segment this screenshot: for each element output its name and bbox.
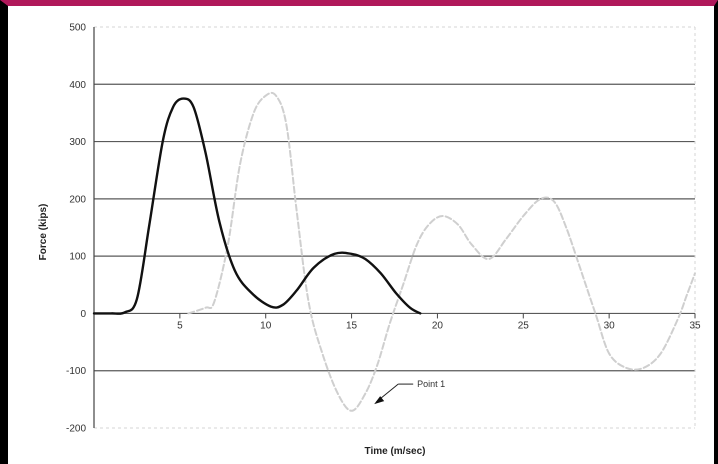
y-tick-label: 0 [80,309,86,320]
x-axis-title: Time (m/sec) [365,446,426,457]
y-tick-label: -100 [66,366,86,377]
x-tick-label: 30 [604,320,616,331]
series-layer [92,91,696,412]
series-line-solid-black [92,97,422,315]
annotation-layer: Point 1 [374,379,445,405]
series-line-dashed-gray [187,91,696,412]
y-tick-label: 500 [69,23,86,34]
x-tick-labels: 5 10 15 20 25 30 35 [177,313,701,331]
y-tick-label: 400 [69,80,86,91]
x-tick-label: 20 [432,320,444,331]
y-tick-labels: -200 -100 0 100 200 300 400 500 [66,23,86,435]
annotation-arrowhead [374,396,385,405]
y-tick-label: 100 [69,252,86,263]
y-tick-label: 200 [69,194,86,205]
x-tick-label: 35 [689,320,701,331]
x-tick-label: 5 [177,320,183,331]
y-axis-title: Force (kips) [38,204,49,261]
x-tick-label: 15 [346,320,358,331]
x-tick-label: 25 [518,320,530,331]
y-tick-label: -200 [66,424,86,435]
grid-layer [93,26,696,429]
x-tick-label: 10 [260,320,272,331]
annotation-label: Point 1 [417,379,445,389]
y-tick-label: 300 [69,137,86,148]
